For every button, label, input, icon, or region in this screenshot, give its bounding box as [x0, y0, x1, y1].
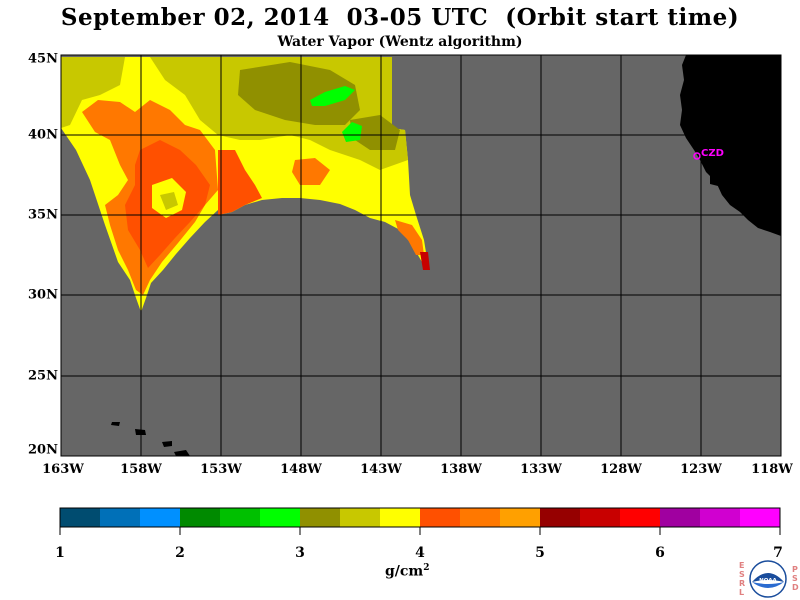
station-marker-icon: [693, 152, 701, 160]
colorbar-swatch: [340, 508, 381, 527]
swath-east-green-2: [342, 122, 362, 142]
lat-label-35n: 35N: [28, 207, 58, 223]
swath-east-green: [310, 86, 355, 106]
colorbar-label-1: 1: [55, 545, 65, 561]
svg-text:E: E: [739, 561, 744, 570]
svg-text:L: L: [739, 588, 744, 597]
colorbar-swatch: [740, 508, 781, 527]
svg-text:R: R: [739, 579, 745, 588]
colorbar-label-3: 3: [295, 545, 305, 561]
colorbar-swatch: [260, 508, 301, 527]
colorbar-swatch: [220, 508, 261, 527]
swath-east-dark-2: [350, 115, 400, 150]
lat-label-40n: 40N: [28, 127, 58, 143]
svg-text:S: S: [792, 574, 798, 583]
colorbar-swatch: [180, 508, 221, 527]
swath-west-inner-olive: [160, 192, 178, 210]
swath-east-orange-3: [395, 220, 424, 255]
colorbar-units: g/cm2: [385, 563, 430, 580]
lat-label-25n: 25N: [28, 368, 58, 384]
lat-lon-grid: [61, 55, 781, 456]
lat-label-30n: 30N: [28, 287, 58, 303]
map-title: September 02, 2014 03-05 UTC (Orbit star…: [60, 4, 740, 31]
lon-label-118w: 118W: [751, 462, 793, 477]
swath-east-orange: [218, 150, 262, 215]
lon-label-158w: 158W: [120, 462, 162, 477]
colorbar-swatch: [380, 508, 421, 527]
colorbar-label-6: 6: [655, 545, 665, 561]
noaa-logo: E S R L P S D NOAA: [739, 560, 799, 598]
colorbar-swatch: [580, 508, 621, 527]
colorbar-swatch: [300, 508, 341, 527]
colorbar-swatch: [540, 508, 581, 527]
svg-text:NOAA: NOAA: [759, 578, 777, 584]
colorbar-label-4: 4: [415, 545, 425, 561]
lat-label-20n: 20N: [28, 442, 58, 458]
colorbar: [60, 508, 781, 527]
colorbar-label-7: 7: [773, 545, 783, 561]
map-subtitle: Water Vapor (Wentz algorithm): [277, 34, 523, 50]
colorbar-swatch: [700, 508, 741, 527]
lon-label-153w: 153W: [200, 462, 242, 477]
station-label: CZD: [701, 148, 724, 159]
lon-label-123w: 123W: [680, 462, 722, 477]
colorbar-swatch: [460, 508, 501, 527]
swath-east-dark: [238, 62, 360, 125]
svg-text:D: D: [792, 583, 799, 592]
colorbar-swatch: [660, 508, 701, 527]
svg-text:S: S: [739, 570, 745, 579]
lon-label-133w: 133W: [520, 462, 562, 477]
svg-text:P: P: [792, 565, 798, 574]
land-california: [680, 55, 781, 236]
lon-label-148w: 148W: [280, 462, 322, 477]
colorbar-swatch: [140, 508, 181, 527]
colorbar-swatch: [60, 508, 101, 527]
lon-label-163w: 163W: [42, 462, 84, 477]
swath-west-band: [61, 57, 125, 128]
colorbar-label-2: 2: [175, 545, 185, 561]
colorbar-swatch: [420, 508, 461, 527]
colorbar-swatch: [100, 508, 141, 527]
land-island-maui: [162, 441, 172, 447]
land-island-kauai: [111, 422, 120, 426]
colorbar-label-5: 5: [535, 545, 545, 561]
land-island-hawaii: [174, 450, 190, 456]
lon-label-143w: 143W: [360, 462, 402, 477]
colorbar-swatch: [500, 508, 541, 527]
colorbar-ticks: [59, 527, 781, 535]
colorbar-swatch: [620, 508, 661, 527]
swath-west-band-2: [150, 57, 218, 135]
lat-label-45n: 45N: [28, 51, 58, 67]
lon-label-138w: 138W: [440, 462, 482, 477]
swath-east-red: [420, 252, 430, 270]
land-channel-islands: [710, 175, 720, 186]
lon-label-128w: 128W: [600, 462, 642, 477]
map-frame: [60, 54, 782, 457]
